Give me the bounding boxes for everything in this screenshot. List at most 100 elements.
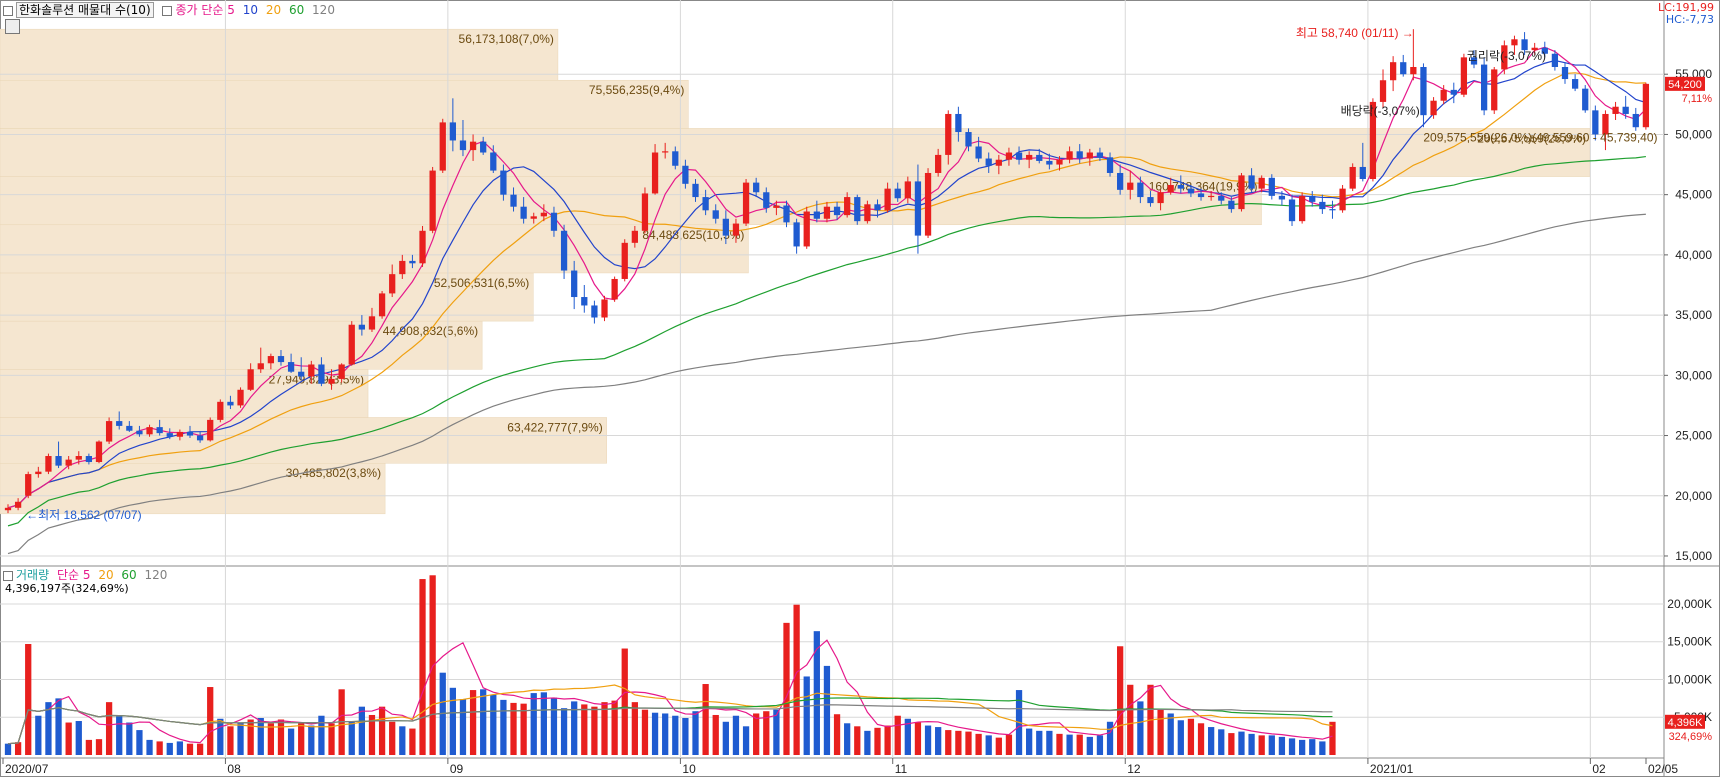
volume-bar: [773, 709, 780, 755]
volume-bar: [298, 723, 305, 755]
volume-bar: [904, 718, 911, 755]
candle-body: [540, 212, 547, 217]
ma-value-annotation: 209,575,559(26,0%)(49,559,60 - 45,739,40…: [1423, 131, 1657, 145]
candle-body: [1228, 200, 1235, 210]
volume-bar: [1127, 684, 1134, 755]
volume-bar: [308, 725, 315, 755]
candle-body: [975, 146, 982, 159]
candle-body: [854, 197, 861, 222]
candle-body: [1015, 152, 1023, 160]
volume-bar: [1309, 739, 1316, 755]
volume-bar: [1228, 733, 1235, 755]
candle-body: [227, 401, 234, 406]
candle-body: [1400, 62, 1407, 75]
candle-body: [1541, 47, 1548, 54]
time-tick-label: 10: [682, 762, 696, 776]
volume-bar: [146, 739, 153, 755]
time-tick-label: 09: [450, 762, 464, 776]
volume-ma5-line: [7, 639, 1333, 745]
volume-bar: [1268, 735, 1275, 755]
candle-body: [1187, 188, 1195, 194]
volume-bar: [1177, 720, 1184, 755]
panel-symbol-icon[interactable]: [3, 5, 13, 16]
volume-bar: [348, 721, 355, 755]
candle-body: [924, 172, 932, 236]
candle-body: [1218, 195, 1225, 201]
volume-profile-bar: [0, 128, 1591, 177]
volume-bar: [257, 718, 264, 755]
volume-bar: [833, 714, 841, 755]
candle-body: [1491, 69, 1498, 111]
volume-bar: [1248, 733, 1255, 755]
price-tick-label: 30,000: [1675, 368, 1712, 382]
rights-annotation: 권리락(-3,07%): [1467, 49, 1546, 63]
candle-body: [1127, 182, 1134, 190]
volume-profile-bar: [0, 79, 689, 129]
ma-legend-icon[interactable]: [162, 5, 173, 16]
volume-bar: [65, 722, 72, 755]
candle-body: [1551, 53, 1559, 67]
volume-bar: [136, 730, 143, 755]
volume-bar: [682, 718, 689, 755]
volume-bar: [25, 644, 32, 755]
candle-body: [196, 435, 204, 441]
volume-bar: [490, 694, 497, 755]
volume-profile-label: 30,485,802(3,8%): [286, 466, 381, 480]
price-tick-label: 45,000: [1675, 188, 1712, 202]
ma120-line: [7, 213, 1646, 555]
volume-bar: [844, 723, 851, 755]
candle-body: [439, 122, 446, 171]
volume-bar: [14, 742, 22, 755]
grid-toggle-icon[interactable]: [5, 19, 20, 34]
volume-tick-label: 20,000K: [1667, 597, 1712, 611]
candle-body: [429, 170, 436, 231]
candle-body: [1288, 199, 1296, 222]
volume-bar: [763, 711, 770, 755]
candle-body: [1389, 62, 1397, 81]
candle-body: [965, 132, 972, 147]
volume-bar: [945, 730, 952, 755]
volume-bar: [1056, 733, 1063, 755]
volume-bar: [1005, 734, 1013, 755]
volume-bar: [803, 676, 810, 755]
candle-body: [611, 278, 618, 300]
volume-bar: [378, 706, 386, 755]
volume-bar: [368, 714, 376, 755]
candle-body: [116, 421, 123, 426]
volume-bar: [692, 711, 699, 755]
candle-body: [1066, 151, 1073, 160]
price-tick-label: 15,000: [1675, 549, 1712, 563]
volume-panel-icon[interactable]: [3, 570, 13, 581]
volume-bar: [480, 689, 487, 755]
volume-bar: [965, 731, 972, 755]
candle-body: [793, 222, 800, 247]
volume-bar: [975, 733, 982, 755]
candle-body: [874, 204, 881, 211]
candle-body: [1521, 39, 1528, 51]
candle-body: [1602, 113, 1609, 135]
volume-bar: [277, 719, 285, 755]
volume-bar: [722, 721, 729, 755]
volume-profile-label: 56,173,108(7,0%): [459, 32, 554, 46]
candle-body: [65, 459, 72, 466]
candle-body: [662, 151, 669, 153]
candle-body: [894, 188, 901, 199]
candle-body: [1086, 152, 1093, 159]
time-tick-label: 2020/07: [5, 762, 49, 776]
volume-bar: [267, 723, 275, 755]
volume-bar: [95, 739, 103, 755]
volume-profile-label: 84,488,625(10,5%): [642, 228, 744, 242]
candle-body: [1117, 172, 1124, 190]
volume-bar: [854, 726, 861, 755]
candle-body: [1157, 192, 1164, 204]
candle-body: [560, 230, 568, 271]
last-volume-tag: [1665, 714, 1705, 729]
candle-body: [712, 210, 719, 219]
volume-ma60-label: 60: [121, 568, 137, 582]
volume-bar: [1157, 709, 1164, 755]
volume-bar: [186, 743, 194, 755]
candle-body: [985, 158, 992, 166]
candle-body: [1177, 185, 1184, 189]
volume-ma120-label: 120: [144, 568, 168, 582]
